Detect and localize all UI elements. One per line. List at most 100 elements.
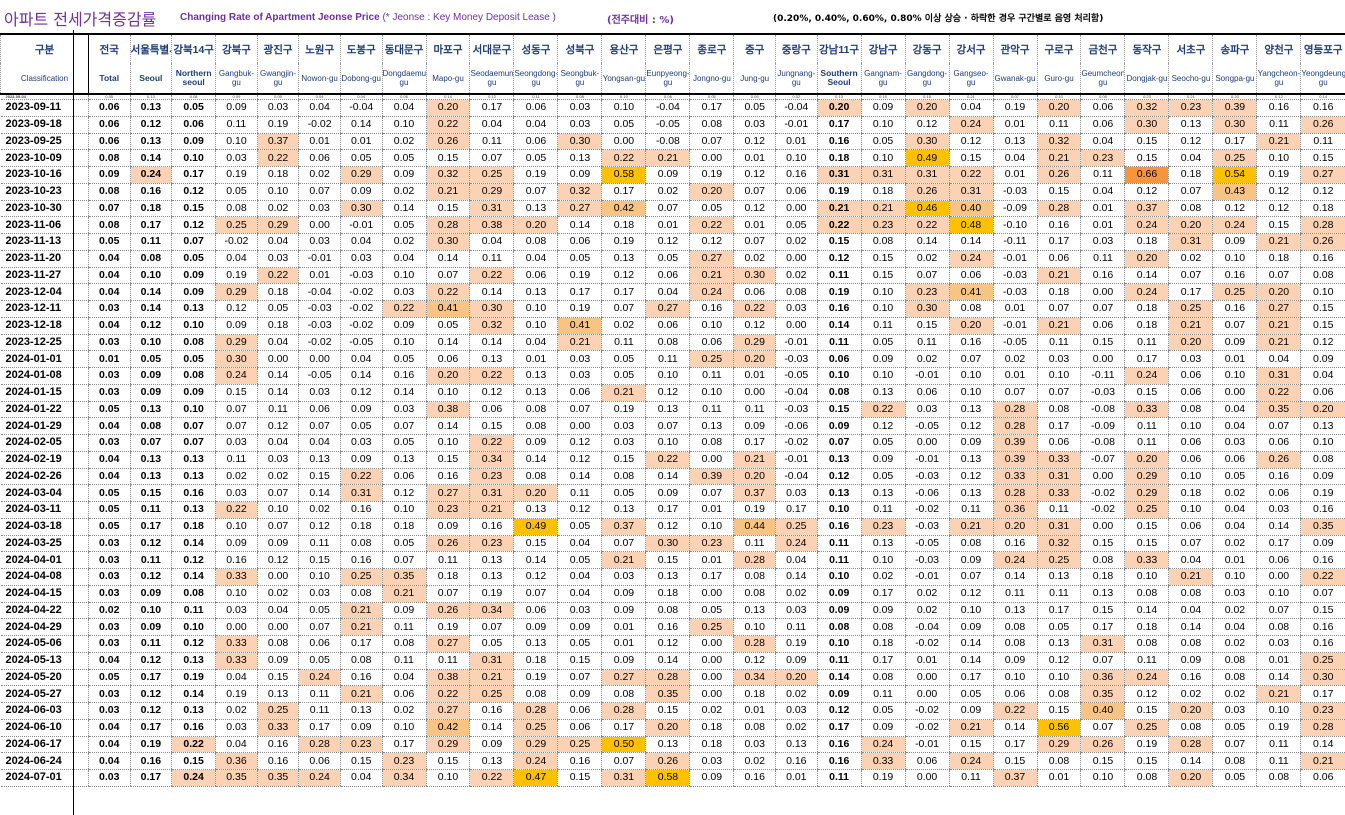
table-cell: 0.02 — [689, 702, 734, 720]
table-cell: 0.12 — [129, 685, 172, 703]
table-cell: 0.00 — [689, 652, 734, 670]
table-cell: 0.24 — [513, 752, 558, 770]
table-cell: 0.06 — [774, 183, 818, 201]
table-cell: 0.07 — [215, 417, 258, 435]
table-cell: 0.09 — [689, 769, 734, 787]
column-header-kr: 관악구 — [992, 33, 1037, 63]
table-cell: 0.27 — [601, 669, 646, 687]
table-cell: 0.09 — [215, 535, 258, 553]
table-cell: 0.11 — [1256, 736, 1301, 754]
table-cell: 0.21 — [689, 267, 734, 285]
table-cell: 0.17 — [129, 518, 172, 536]
table-cell: 0.10 — [1256, 149, 1301, 167]
table-cell: 0.25 — [256, 702, 299, 720]
table-row: 2023-12-11 0.03 0.14 0.13 0.12 0.05 -0.03 -0.02… — [0, 300, 1345, 318]
table-cell: 0.15 — [1124, 133, 1169, 151]
table-cell: 0.14 — [816, 669, 862, 687]
table-cell: 0.09 — [1300, 535, 1345, 553]
table-cell: 0.01 — [1212, 551, 1257, 569]
table-cell: 0.21 — [1036, 149, 1081, 167]
table-cell: 0.03 — [733, 736, 776, 754]
table-cell: -0.01 — [774, 116, 818, 134]
table-cell: 0.12 — [129, 317, 172, 335]
table-cell: 0.08 — [339, 652, 383, 670]
table-cell: 0.08 — [689, 116, 734, 134]
table-cell: 0.05 — [689, 200, 734, 218]
table-cell: 0.12 — [469, 94, 514, 100]
table-cell: 0.08 — [1256, 618, 1301, 636]
table-row: 2024-06-10 0.04 0.17 0.16 0.03 0.33 0.17 0.09 0.… — [0, 719, 1345, 737]
column-header-en: Gangseo-gu — [948, 63, 994, 95]
table-cell: 0.02 — [733, 250, 776, 268]
table-cell: 0.25 — [1036, 551, 1081, 569]
row-date: 2024-06-03 — [0, 702, 89, 720]
row-date: 2023-11-27 — [0, 267, 89, 285]
table-cell: 0.19 — [513, 166, 558, 184]
table-cell: 0.07 — [513, 585, 558, 603]
table-row: 2024-02-26 0.04 0.13 0.13 0.02 0.02 0.15 0.22 0.… — [0, 468, 1345, 486]
table-cell: 0.03 — [774, 484, 818, 502]
table-cell: 0.11 — [469, 250, 514, 268]
table-cell: 0.06 — [425, 350, 470, 368]
table-cell: 0.10 — [816, 635, 862, 653]
table-cell: 0.12 — [948, 468, 994, 486]
table-cell: 0.25 — [1300, 652, 1345, 670]
table-cell: 0.27 — [1300, 166, 1345, 184]
table-cell: 0.13 — [860, 484, 906, 502]
table-cell: 0.04 — [513, 334, 558, 352]
table-cell: 0.18 — [513, 652, 558, 670]
table-cell: 0.33 — [1036, 451, 1081, 469]
column-header-kr: 영등포구 — [1300, 33, 1345, 63]
table-cell: 0.26 — [1256, 451, 1301, 469]
table-cell: 0.07 — [1256, 602, 1301, 620]
table-cell: 0.00 — [256, 568, 299, 586]
table-cell: 0.19 — [1300, 484, 1345, 502]
table-cell: 0.05 — [215, 183, 258, 201]
table-cell: 0.17 — [129, 669, 172, 687]
table-cell: 0.19 — [557, 300, 602, 318]
table-cell: 0.16 — [1080, 267, 1125, 285]
table-cell: 0.03 — [87, 334, 131, 352]
column-header-kr: 서초구 — [1168, 33, 1213, 63]
row-date: 2024-04-15 — [0, 585, 89, 603]
table-cell: 0.25 — [1168, 300, 1213, 318]
table-cell: 0.13 — [557, 149, 602, 167]
table-row: 2023-11-20 0.04 0.08 0.05 0.04 0.03 -0.01 0.03 0… — [0, 250, 1345, 268]
table-cell: 0.34 — [469, 451, 514, 469]
table-cell: 0.25 — [1124, 719, 1169, 737]
table-cell: 0.16 — [381, 367, 426, 385]
row-date: 2023-09-04 — [0, 94, 89, 100]
table-cell: 0.10 — [381, 267, 426, 285]
table-cell: 0.08 — [215, 200, 258, 218]
row-date: 2023-10-09 — [0, 149, 89, 167]
table-cell: 0.25 — [215, 216, 258, 234]
table-cell: 0.14 — [904, 233, 950, 251]
table-cell: 0.12 — [689, 233, 734, 251]
table-cell: 0.20 — [1300, 401, 1345, 419]
table-cell: 0.23 — [381, 752, 426, 770]
table-cell: 0.13 — [513, 283, 558, 301]
table-cell: 0.09 — [425, 518, 470, 536]
table-cell: 0.04 — [557, 585, 602, 603]
table-cell: 0.18 — [1256, 250, 1301, 268]
table-cell: 0.25 — [469, 685, 514, 703]
table-cell: 0.06 — [87, 116, 131, 134]
table-cell: 0.29 — [1036, 736, 1081, 754]
row-date: 2024-04-22 — [0, 602, 89, 620]
table-row-partial: 2023-09-04 0.05 0.13 0.08 0.09 0.05 0.04 0.04 0.… — [0, 94, 1345, 100]
table-cell: 0.03 — [1212, 434, 1257, 452]
table-cell: 0.06 — [1080, 116, 1125, 134]
row-date: 2023-11-13 — [0, 233, 89, 251]
table-cell: 0.28 — [1168, 736, 1213, 754]
table-cell: 0.10 — [860, 300, 906, 318]
table-cell: 0.14 — [298, 484, 341, 502]
table-cell: 0.05 — [948, 685, 994, 703]
table-cell: 0.06 — [1300, 769, 1345, 787]
table-row: 2024-04-22 0.02 0.10 0.11 0.03 0.04 0.05 0.21 0.… — [0, 602, 1345, 620]
table-cell: 0.12 — [816, 468, 862, 486]
table-cell: 0.27 — [645, 300, 690, 318]
table-cell: 0.15 — [948, 736, 994, 754]
table-cell: 0.09 — [256, 652, 299, 670]
table-cell: 0.08 — [339, 535, 383, 553]
table-cell: 0.00 — [1080, 350, 1125, 368]
